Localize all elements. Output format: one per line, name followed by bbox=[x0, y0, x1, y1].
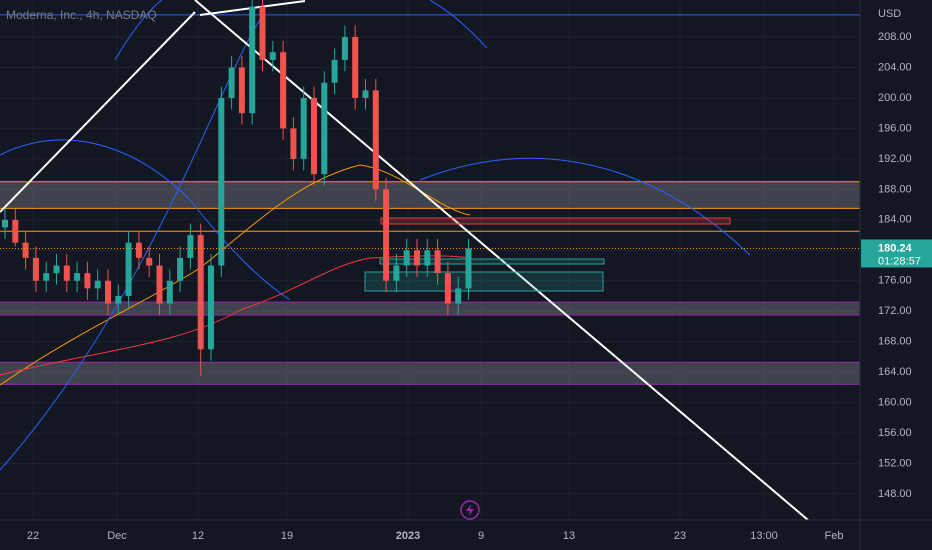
x-tick-label: 9 bbox=[478, 530, 484, 542]
y-tick-label: 156.00 bbox=[878, 427, 912, 439]
event-icon-bolt bbox=[466, 504, 474, 516]
rectangle-drawing bbox=[380, 217, 731, 225]
zone bbox=[0, 302, 860, 316]
candle-body bbox=[187, 235, 194, 258]
candle-body bbox=[383, 189, 390, 281]
candle-body bbox=[105, 280, 111, 304]
candle-body bbox=[331, 59, 338, 83]
candle-body bbox=[63, 265, 70, 281]
candle-body bbox=[135, 242, 142, 258]
cycle-arc bbox=[429, 0, 488, 49]
candle-body bbox=[424, 250, 431, 266]
candle-body bbox=[465, 248, 472, 289]
rectangle-drawing bbox=[379, 258, 605, 265]
x-tick-label: 13 bbox=[563, 530, 575, 542]
x-tick-label: 23 bbox=[674, 530, 686, 542]
candle-body bbox=[393, 265, 400, 281]
grid bbox=[0, 0, 860, 520]
candle-body bbox=[414, 250, 420, 266]
trend-line bbox=[0, 11, 196, 213]
candle-body bbox=[300, 97, 307, 159]
price-axis bbox=[860, 0, 932, 550]
candle-body bbox=[269, 52, 276, 60]
y-tick-label: 200.00 bbox=[878, 92, 912, 104]
candle-body bbox=[434, 250, 441, 274]
y-tick-label: 160.00 bbox=[878, 397, 912, 409]
candle-body bbox=[177, 257, 184, 281]
candle-body bbox=[341, 37, 348, 60]
y-tick-label: 152.00 bbox=[878, 457, 912, 469]
candle-body bbox=[156, 265, 163, 304]
y-tick-label: 168.00 bbox=[878, 336, 912, 348]
x-tick-label: 2023 bbox=[396, 530, 420, 542]
candle-body bbox=[53, 265, 60, 274]
candle-body bbox=[43, 273, 50, 281]
candle-body bbox=[2, 219, 8, 228]
x-tick-label: 12 bbox=[192, 530, 204, 542]
candle-body bbox=[352, 37, 359, 98]
candle-body bbox=[146, 257, 153, 266]
y-tick-label: 196.00 bbox=[878, 122, 912, 134]
candle-body bbox=[321, 82, 328, 175]
y-tick-label: 172.00 bbox=[878, 305, 912, 317]
candle-body bbox=[218, 97, 225, 266]
labels: 148.00 152.00 156.00 160.00 164.00 168.00 172.… bbox=[27, 31, 932, 542]
candle-body bbox=[238, 67, 245, 114]
x-tick-label: 22 bbox=[27, 530, 39, 542]
candle-body bbox=[84, 273, 91, 289]
candle-body bbox=[166, 280, 173, 304]
cycle-arc bbox=[114, 0, 163, 61]
y-tick-label: 188.00 bbox=[878, 183, 912, 195]
y-tick-label: 208.00 bbox=[878, 31, 912, 43]
candle-body bbox=[372, 90, 379, 190]
candle-body bbox=[228, 67, 235, 98]
candle-body bbox=[403, 250, 410, 266]
x-tick-label: 19 bbox=[281, 530, 293, 542]
y-tick-label: 148.00 bbox=[878, 488, 912, 500]
candle-body bbox=[32, 257, 39, 281]
rectangle-drawing bbox=[364, 271, 604, 292]
candle-body bbox=[125, 242, 132, 296]
candle-body bbox=[259, 6, 266, 60]
zones bbox=[0, 14, 860, 385]
candle-body bbox=[12, 219, 19, 243]
candle-body bbox=[249, 6, 256, 114]
last-price-box bbox=[861, 239, 932, 268]
currency-label: USD bbox=[878, 8, 901, 20]
zone bbox=[0, 362, 860, 385]
candle-body bbox=[74, 273, 81, 281]
y-tick-label: 204.00 bbox=[878, 61, 912, 73]
moving-average bbox=[0, 255, 471, 376]
zone bbox=[0, 181, 860, 209]
candle-body bbox=[94, 280, 101, 289]
candle-body bbox=[311, 97, 317, 175]
candle-body bbox=[197, 235, 204, 350]
y-tick-label: 184.00 bbox=[878, 214, 912, 226]
x-tick-label: Dec bbox=[107, 530, 127, 542]
y-tick-label: 164.00 bbox=[878, 366, 912, 378]
candle-body bbox=[22, 242, 29, 258]
event-icon[interactable] bbox=[460, 500, 480, 520]
candle-body bbox=[444, 273, 451, 304]
candle-body bbox=[115, 295, 122, 304]
trend-line bbox=[194, 0, 809, 521]
candle-body bbox=[290, 128, 297, 159]
x-tick-label: Feb bbox=[825, 530, 844, 542]
candle-body bbox=[280, 52, 287, 129]
time-axis bbox=[0, 520, 860, 550]
moving-average bbox=[0, 164, 471, 386]
y-tick-label: 192.00 bbox=[878, 153, 912, 165]
x-tick-label: 13:00 bbox=[750, 530, 778, 542]
candle-body bbox=[455, 288, 462, 304]
cycle-arc bbox=[0, 19, 261, 471]
candle-body bbox=[362, 90, 369, 98]
y-tick-label: 176.00 bbox=[878, 275, 912, 287]
candle-body bbox=[208, 265, 214, 350]
cycle-arc bbox=[0, 139, 291, 301]
last-price-label: 180.24 bbox=[878, 242, 913, 254]
candles bbox=[0, 0, 860, 376]
chart-title: Moderna, Inc., 4h, NASDAQ bbox=[6, 8, 157, 22]
countdown-label: 01:28:57 bbox=[878, 255, 921, 267]
